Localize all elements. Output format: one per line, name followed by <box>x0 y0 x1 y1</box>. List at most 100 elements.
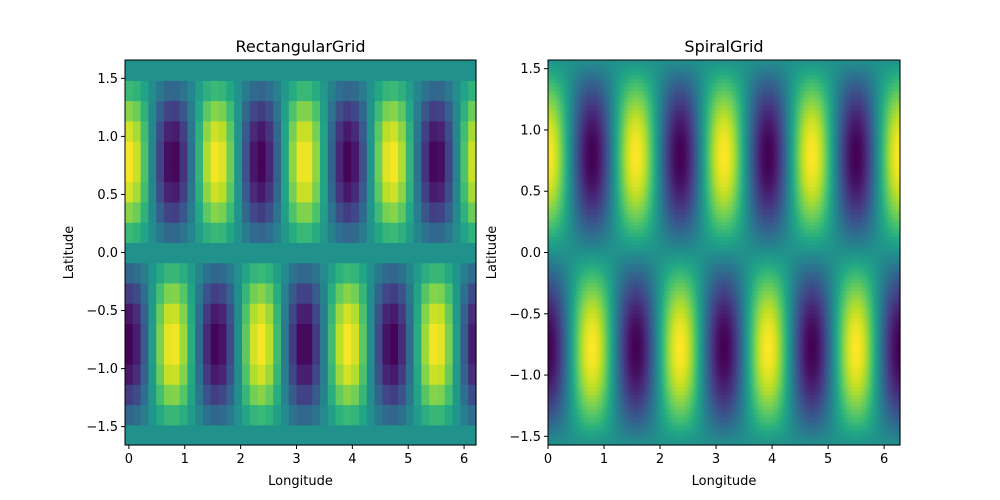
heatmap-cell <box>555 117 559 123</box>
heatmap-cell <box>837 83 840 88</box>
heatmap-cell <box>622 86 625 92</box>
heatmap-cell <box>125 141 134 162</box>
heatmap-cell <box>821 86 825 92</box>
heatmap-cell <box>733 79 737 84</box>
heatmap-cell <box>679 63 682 69</box>
heatmap-cell <box>819 98 823 103</box>
heatmap-cell <box>698 86 702 92</box>
heatmap-cell <box>210 262 220 284</box>
heatmap-cell <box>796 86 799 92</box>
heatmap-cell <box>667 125 670 130</box>
heatmap-cell <box>549 75 553 80</box>
heatmap-cell <box>759 121 762 127</box>
heatmap-cell <box>743 94 747 100</box>
heatmap-cell <box>452 384 461 406</box>
y-tick-label: −1.5 <box>86 420 118 435</box>
heatmap-cell <box>888 113 891 119</box>
heatmap-cell <box>179 424 188 446</box>
heatmap-cell <box>468 303 477 325</box>
heatmap-cell <box>704 113 707 119</box>
heatmap-cell <box>555 102 559 107</box>
heatmap-cell <box>890 129 893 134</box>
heatmap-cell <box>815 71 819 76</box>
heatmap-cell <box>577 94 580 100</box>
heatmap-cell <box>767 133 770 138</box>
heatmap-cell <box>577 117 580 123</box>
heatmap-cell <box>581 90 584 96</box>
heatmap-cell <box>763 86 766 92</box>
heatmap-cell <box>808 102 811 107</box>
heatmap-cell <box>643 86 647 92</box>
heatmap-cell <box>281 60 290 81</box>
heatmap-cell <box>864 60 868 65</box>
heatmap-cell <box>589 83 592 88</box>
heatmap-cell <box>460 303 469 325</box>
heatmap-cell <box>800 90 803 96</box>
heatmap-cell <box>320 80 329 102</box>
heatmap-cell <box>551 144 555 150</box>
heatmap-cell <box>788 79 792 84</box>
heatmap-cell <box>880 102 883 107</box>
heatmap-cell <box>759 83 762 88</box>
heatmap-cell <box>567 137 571 142</box>
heatmap-cell <box>647 90 651 96</box>
heatmap-cell <box>195 201 204 223</box>
heatmap-cell <box>874 90 878 96</box>
heatmap-cell <box>778 140 782 146</box>
heatmap-cell <box>589 79 592 84</box>
heatmap-cell <box>743 110 747 115</box>
heatmap-cell <box>853 63 856 69</box>
heatmap-cell <box>757 117 760 123</box>
heatmap-cell <box>622 137 625 142</box>
heatmap-cell <box>845 75 848 80</box>
heatmap-cell <box>802 83 805 88</box>
heatmap-cell <box>757 137 760 142</box>
heatmap-cell <box>634 98 637 103</box>
heatmap-cell <box>226 303 235 325</box>
heatmap-cell <box>563 63 567 69</box>
heatmap-cell <box>725 102 729 107</box>
heatmap-cell <box>628 86 631 92</box>
heatmap-cell <box>610 98 614 103</box>
heatmap-cell <box>643 75 647 80</box>
heatmap-cell <box>692 90 696 96</box>
heatmap-cell <box>770 60 774 65</box>
heatmap-cell <box>729 90 733 96</box>
heatmap-cell <box>374 60 383 81</box>
heatmap-cell <box>720 75 723 80</box>
heatmap-cell <box>616 117 619 123</box>
heatmap-cell <box>782 106 786 111</box>
heatmap-cell <box>575 144 578 150</box>
heatmap-cell <box>171 323 181 345</box>
heatmap-cell <box>398 181 407 203</box>
heatmap-cell <box>778 79 782 84</box>
heatmap-cell <box>437 201 446 223</box>
heatmap-cell <box>841 121 844 127</box>
heatmap-cell <box>639 83 643 88</box>
heatmap-cell <box>587 137 590 142</box>
heatmap-cell <box>722 102 725 107</box>
heatmap-cell <box>647 133 651 138</box>
heatmap-cell <box>600 86 604 92</box>
heatmap-cell <box>343 404 352 426</box>
heatmap-cell <box>845 113 848 119</box>
heatmap-cell <box>827 98 831 103</box>
heatmap-cell <box>813 75 817 80</box>
heatmap-cell <box>606 90 610 96</box>
heatmap-cell <box>390 384 399 406</box>
heatmap-cell <box>579 110 582 115</box>
heatmap-cell <box>714 137 717 142</box>
heatmap-cell <box>624 83 627 88</box>
heatmap-cell <box>624 79 627 84</box>
heatmap-cell <box>690 67 694 73</box>
heatmap-cell <box>892 110 895 115</box>
heatmap-cell <box>179 343 188 365</box>
heatmap-cell <box>585 129 588 134</box>
heatmap-cell <box>896 90 899 96</box>
heatmap-cell <box>886 125 889 130</box>
heatmap-cell <box>800 75 803 80</box>
heatmap-cell <box>856 79 860 84</box>
heatmap-cell <box>612 86 616 92</box>
heatmap-cell <box>667 83 670 88</box>
heatmap-cell <box>296 201 305 223</box>
